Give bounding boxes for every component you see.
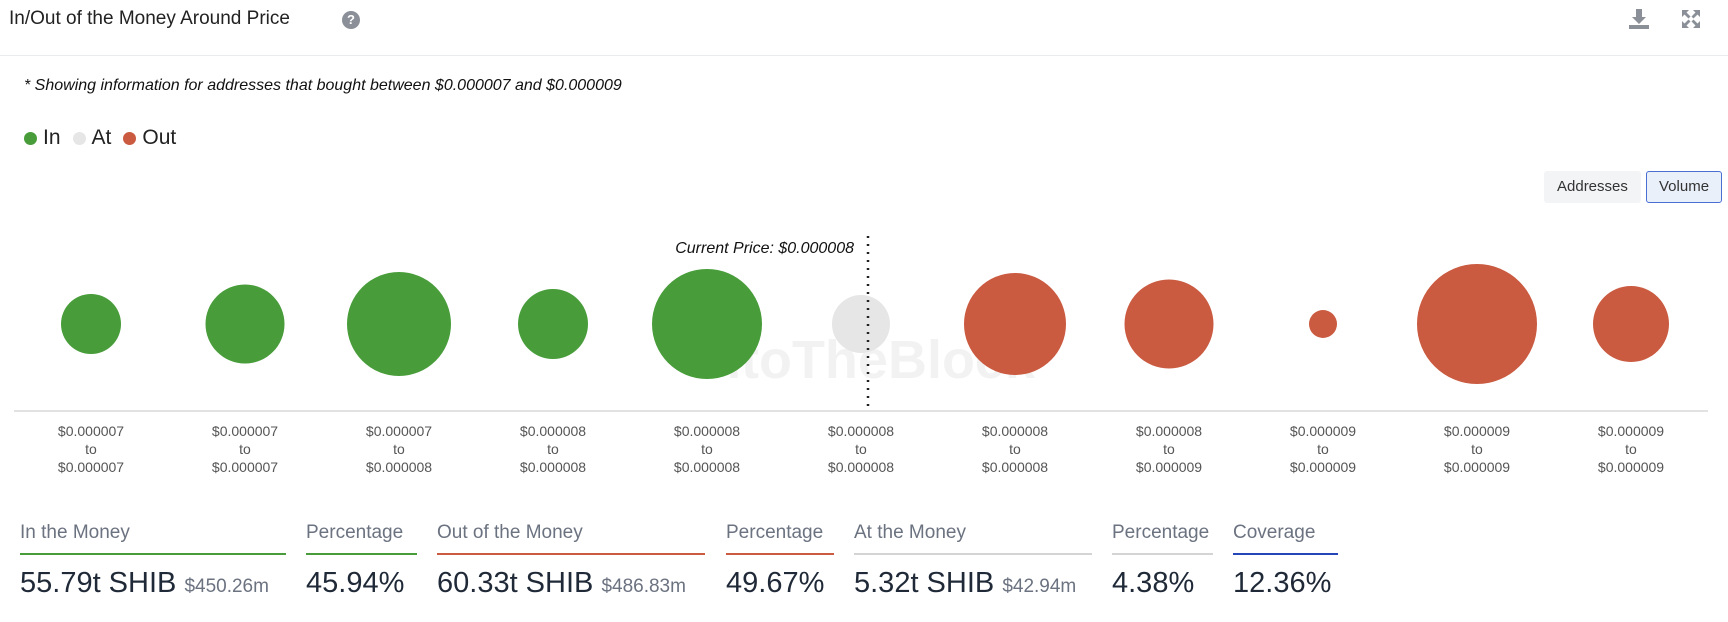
legend-label-out: Out bbox=[142, 126, 177, 149]
tick-label: $0.000007 bbox=[366, 423, 432, 439]
metric-in-money: In the Money 55.79t SHIB $450.26m bbox=[20, 522, 286, 600]
metric-value: 55.79t SHIB $450.26m bbox=[20, 567, 286, 600]
metric-value-usd: $450.26m bbox=[184, 576, 269, 597]
help-icon[interactable]: ? bbox=[342, 11, 360, 29]
tick-label: $0.000007 bbox=[58, 423, 124, 439]
tick-label: $0.000007 bbox=[212, 459, 278, 475]
legend-label-in: In bbox=[43, 126, 61, 149]
metric-at-money: At the Money 5.32t SHIB $42.94m bbox=[854, 522, 1092, 600]
tick-label: to bbox=[1625, 441, 1637, 457]
metric-value: 45.94% bbox=[306, 567, 405, 599]
addresses-toggle[interactable]: Addresses bbox=[1544, 171, 1641, 203]
chart-title: In/Out of the Money Around Price bbox=[9, 8, 290, 29]
tick-label: to bbox=[1163, 441, 1175, 457]
metric-label: Coverage bbox=[1233, 522, 1338, 555]
bubble-out bbox=[1417, 264, 1537, 384]
metric-label: In the Money bbox=[20, 522, 286, 555]
tick-label: to bbox=[547, 441, 559, 457]
expand-icon[interactable] bbox=[1678, 6, 1704, 32]
tick-label: $0.000007 bbox=[58, 459, 124, 475]
chart-header: In/Out of the Money Around Price ? bbox=[0, 0, 1728, 56]
tick-label: to bbox=[701, 441, 713, 457]
tick-label: to bbox=[1317, 441, 1329, 457]
legend-item-in[interactable]: In bbox=[24, 126, 61, 150]
bubble-out bbox=[1309, 310, 1337, 338]
metric-value-amount: 5.32t SHIB bbox=[854, 567, 995, 599]
legend-dot-out bbox=[123, 131, 137, 145]
range-note: * Showing information for addresses that… bbox=[24, 77, 622, 94]
bubble-in bbox=[652, 269, 762, 379]
metric-value-usd: $486.83m bbox=[601, 576, 686, 597]
tick-label: $0.000009 bbox=[1290, 423, 1356, 439]
metric-out-money: Out of the Money 60.33t SHIB $486.83m bbox=[437, 522, 705, 600]
tick-label: to bbox=[239, 441, 251, 457]
tick-label: $0.000008 bbox=[366, 459, 432, 475]
metric-value: 12.36% bbox=[1233, 567, 1332, 599]
tick-label: $0.000008 bbox=[674, 459, 740, 475]
metric-label: Out of the Money bbox=[437, 522, 705, 555]
metric-value-amount: 55.79t SHIB bbox=[20, 567, 177, 599]
tick-label: $0.000008 bbox=[1136, 423, 1202, 439]
metric-label: Percentage bbox=[306, 522, 417, 555]
metric-value: 5.32t SHIB $42.94m bbox=[854, 567, 1092, 600]
tick-label: to bbox=[393, 441, 405, 457]
tick-label: $0.000008 bbox=[982, 423, 1048, 439]
legend: In At Out bbox=[24, 126, 176, 150]
bubble-at bbox=[832, 295, 890, 353]
tick-label: $0.000009 bbox=[1136, 459, 1202, 475]
tick-label: $0.000008 bbox=[828, 459, 894, 475]
bubble-out bbox=[964, 273, 1066, 375]
tick-label: $0.000008 bbox=[520, 459, 586, 475]
metric-label: Percentage bbox=[1112, 522, 1213, 555]
tick-label: $0.000009 bbox=[1290, 459, 1356, 475]
metric-out-percentage: Percentage 49.67% bbox=[726, 522, 834, 600]
metric-at-percentage: Percentage 4.38% bbox=[1112, 522, 1213, 600]
metric-label: Percentage bbox=[726, 522, 834, 555]
download-icon[interactable] bbox=[1626, 6, 1652, 32]
metric-value-usd: $42.94m bbox=[1002, 576, 1077, 597]
tick-label: $0.000009 bbox=[1444, 423, 1510, 439]
bubble-in bbox=[518, 289, 588, 359]
legend-label-at: At bbox=[91, 126, 112, 149]
tick-label: $0.000008 bbox=[828, 423, 894, 439]
tick-label: $0.000009 bbox=[1598, 459, 1664, 475]
legend-dot-at bbox=[72, 131, 86, 145]
legend-item-out[interactable]: Out bbox=[123, 126, 176, 150]
tick-label: to bbox=[855, 441, 867, 457]
metric-value-amount: 60.33t SHIB bbox=[437, 567, 594, 599]
tick-label: to bbox=[85, 441, 97, 457]
tick-label: $0.000009 bbox=[1444, 459, 1510, 475]
tick-label: $0.000008 bbox=[520, 423, 586, 439]
metric-value: 4.38% bbox=[1112, 567, 1195, 599]
tick-label: $0.000008 bbox=[674, 423, 740, 439]
metric-value: 49.67% bbox=[726, 567, 825, 599]
metric-in-percentage: Percentage 45.94% bbox=[306, 522, 417, 600]
volume-toggle[interactable]: Volume bbox=[1646, 171, 1723, 203]
tick-label: to bbox=[1471, 441, 1483, 457]
bubble-out bbox=[1593, 286, 1669, 362]
tick-label: $0.000007 bbox=[212, 423, 278, 439]
bubble-in bbox=[205, 284, 285, 364]
current-price-annotation: Current Price: $0.000008 bbox=[675, 240, 854, 257]
bubble-in bbox=[347, 272, 451, 376]
metric-coverage: Coverage 12.36% bbox=[1233, 522, 1338, 600]
metric-value: 60.33t SHIB $486.83m bbox=[437, 567, 705, 600]
legend-dot-in bbox=[24, 131, 37, 145]
tick-label: $0.000008 bbox=[982, 459, 1048, 475]
metric-label: At the Money bbox=[854, 522, 1092, 555]
bubble-in bbox=[61, 294, 121, 354]
tick-label: to bbox=[1009, 441, 1021, 457]
tick-label: $0.000009 bbox=[1598, 423, 1664, 439]
bubble-out bbox=[1124, 279, 1214, 369]
legend-item-at[interactable]: At bbox=[72, 126, 112, 150]
